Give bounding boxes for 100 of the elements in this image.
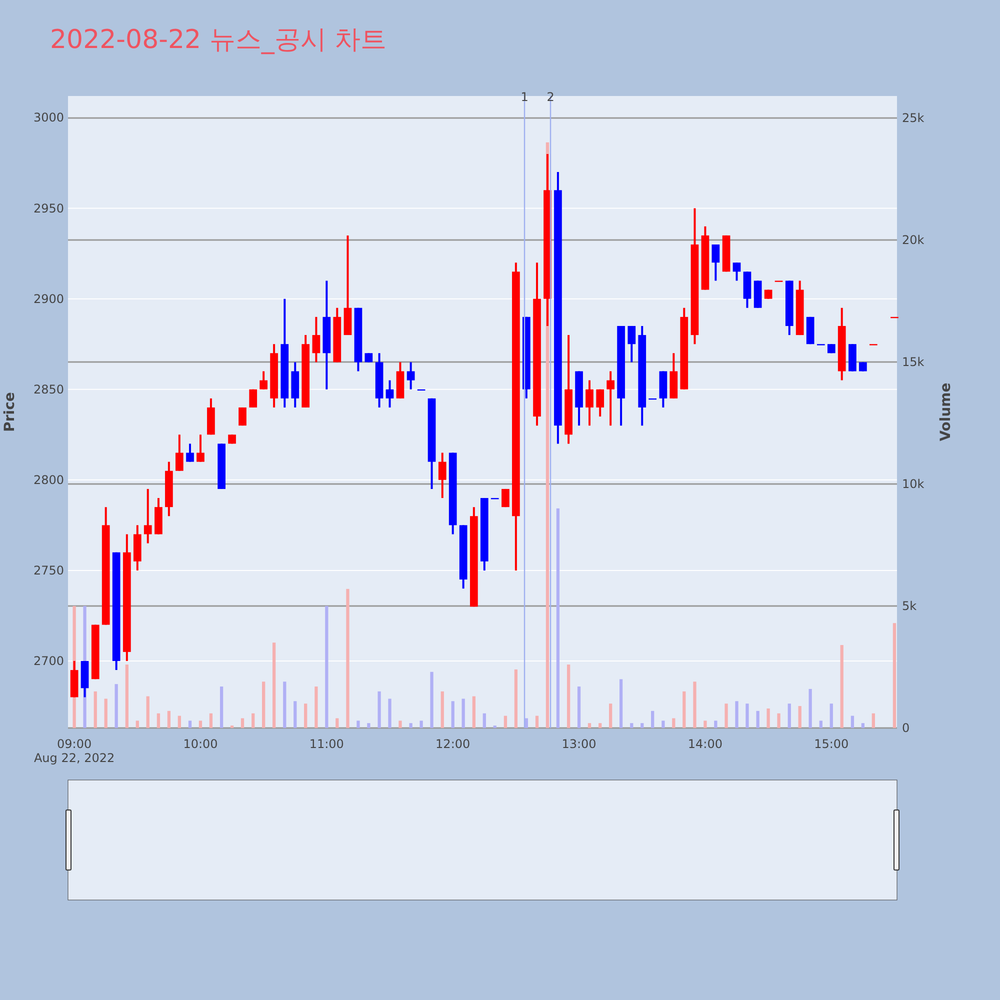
y-tick-label: 2800 bbox=[33, 472, 64, 487]
y2-axis-title: Volume bbox=[938, 382, 954, 442]
y2-tick-label: 25k bbox=[902, 110, 924, 125]
bar bbox=[220, 686, 224, 728]
bar bbox=[830, 704, 833, 728]
bar bbox=[640, 723, 644, 728]
bar bbox=[325, 606, 328, 728]
y-axis-title: Price bbox=[2, 392, 18, 432]
bar bbox=[136, 720, 139, 728]
y-tick-label: 2750 bbox=[33, 563, 64, 578]
bar bbox=[735, 701, 738, 728]
bar bbox=[451, 701, 454, 728]
bar bbox=[430, 672, 434, 728]
bar bbox=[693, 682, 696, 728]
bar bbox=[114, 684, 118, 728]
y2-tick-label: 5k bbox=[902, 598, 917, 613]
bar bbox=[535, 716, 539, 728]
x-tick-label: 13:00 bbox=[562, 737, 596, 751]
bar bbox=[566, 664, 570, 728]
bar bbox=[704, 720, 707, 728]
bar bbox=[777, 713, 780, 728]
bar bbox=[808, 688, 812, 728]
bar bbox=[651, 710, 654, 728]
candlestick bbox=[586, 379, 594, 427]
bar bbox=[524, 718, 528, 728]
bar bbox=[714, 720, 718, 728]
bar bbox=[167, 710, 171, 728]
bar bbox=[178, 716, 181, 728]
bar bbox=[94, 691, 97, 728]
y-tick-label: 3000 bbox=[33, 110, 64, 125]
bar bbox=[861, 723, 865, 728]
bar bbox=[682, 691, 686, 728]
bar bbox=[336, 718, 339, 728]
y-tick-label: 2700 bbox=[33, 654, 64, 668]
y-tick-label: 2850 bbox=[33, 382, 64, 396]
bar bbox=[252, 713, 255, 728]
candlestick bbox=[712, 243, 720, 282]
bar bbox=[146, 696, 150, 728]
candlestick bbox=[249, 388, 258, 408]
bar bbox=[788, 704, 791, 728]
x-tick-label: 10:00 bbox=[183, 737, 218, 751]
bar bbox=[462, 698, 465, 728]
bar bbox=[367, 723, 370, 728]
bar bbox=[440, 691, 444, 728]
candlestick bbox=[628, 324, 636, 364]
bar bbox=[892, 623, 896, 728]
y-tick-label: 2900 bbox=[33, 292, 64, 306]
bar bbox=[188, 720, 192, 728]
y-tick-label: 2950 bbox=[33, 201, 64, 216]
bar bbox=[850, 716, 854, 728]
bar bbox=[756, 710, 760, 728]
candlestick bbox=[732, 262, 741, 282]
bar bbox=[630, 723, 634, 728]
x-tick-label: 09:00 Aug 22, 2022 bbox=[34, 737, 115, 765]
candlestick bbox=[260, 370, 268, 390]
x-tick-label: 14:00 bbox=[688, 737, 723, 751]
annotation: 1 bbox=[520, 90, 528, 104]
bar bbox=[346, 588, 350, 728]
bar bbox=[588, 723, 592, 728]
bar bbox=[482, 713, 486, 728]
bar bbox=[304, 704, 308, 728]
bar bbox=[409, 723, 412, 728]
bar bbox=[314, 686, 318, 728]
bar bbox=[283, 682, 286, 728]
candlestick bbox=[144, 488, 152, 544]
bar bbox=[209, 713, 213, 728]
y2-tick-label: 10k bbox=[902, 476, 924, 491]
bar bbox=[378, 691, 381, 728]
bar bbox=[388, 698, 392, 728]
bar bbox=[420, 720, 423, 728]
bar bbox=[724, 704, 728, 728]
y2-tick-label: 15k bbox=[902, 354, 924, 369]
bar bbox=[294, 701, 297, 728]
candlestick bbox=[175, 434, 184, 472]
bar bbox=[840, 645, 844, 728]
x-tick-label: 12:00 bbox=[436, 737, 470, 751]
bar bbox=[398, 720, 402, 728]
y2-tick-label: 20k bbox=[902, 232, 924, 247]
candlestick bbox=[186, 442, 194, 463]
bar bbox=[872, 713, 875, 728]
bar bbox=[619, 679, 623, 728]
bar bbox=[504, 716, 508, 728]
bar bbox=[198, 720, 202, 728]
bar bbox=[746, 704, 749, 728]
candlestick bbox=[312, 316, 320, 364]
bar bbox=[662, 720, 665, 728]
bar bbox=[609, 704, 612, 728]
y2-tick-label: 0 bbox=[902, 721, 910, 735]
bar bbox=[356, 720, 360, 728]
candlestick bbox=[596, 388, 604, 418]
annotation: 2 bbox=[546, 90, 554, 104]
bar bbox=[577, 686, 581, 728]
bar bbox=[240, 718, 244, 728]
candlestick bbox=[406, 361, 415, 390]
candlestick bbox=[196, 434, 204, 463]
candlestick bbox=[386, 379, 394, 408]
bar bbox=[472, 696, 476, 728]
bar bbox=[766, 708, 770, 728]
bar bbox=[556, 508, 560, 728]
chart-title: 2022-08-22 뉴스_공시 차트 bbox=[50, 25, 387, 55]
